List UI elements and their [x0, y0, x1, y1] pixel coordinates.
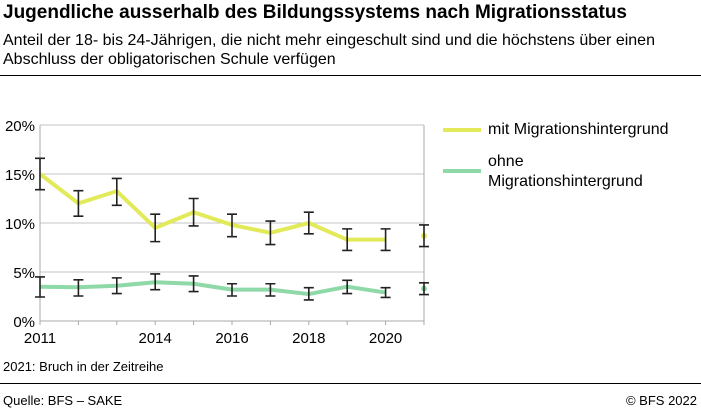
legend-swatch-mit: [443, 128, 481, 132]
error-bar: [419, 281, 429, 296]
error-bar: [419, 224, 429, 248]
source: Quelle: BFS – SAKE: [3, 393, 123, 408]
chart-subtitle: Anteil der 18- bis 24-Jährigen, die nich…: [3, 32, 655, 68]
error-bar: [188, 275, 199, 293]
error-bar: [35, 157, 45, 191]
x-tick-label: 2016: [215, 330, 248, 347]
chart-title: Jugendliche ausserhalb des Bildungssyste…: [3, 2, 628, 23]
error-bar: [342, 228, 353, 252]
series-line-0: [38, 172, 386, 242]
y-tick-label: 5%: [13, 265, 35, 282]
error-bar: [73, 189, 84, 217]
error-bar: [265, 282, 276, 297]
x-tick-label: 2011: [24, 330, 56, 347]
error-bar: [150, 213, 161, 243]
error-bar: [73, 279, 84, 297]
error-bar: [150, 273, 161, 291]
error-bar: [303, 211, 314, 235]
top-rule: [0, 75, 701, 76]
error-bar: [265, 220, 276, 246]
copyright: © BFS 2022: [625, 393, 697, 408]
legend-ohne: ohne Migrationshintergrund: [488, 153, 643, 190]
x-tick-label: 2018: [292, 330, 325, 347]
error-bar: [303, 286, 314, 301]
series-line-1: [39, 280, 386, 297]
error-bar: [227, 213, 237, 238]
y-tick-label: 0%: [13, 314, 35, 331]
error-bar: [111, 277, 122, 295]
error-bar: [188, 197, 199, 227]
y-tick-label: 15%: [5, 167, 35, 184]
x-tick-label: 2020: [369, 330, 402, 347]
error-bar: [35, 276, 45, 298]
error-bar: [227, 282, 237, 297]
x-tick-label: 2014: [139, 330, 172, 347]
legend-mit: mit Migrationshintergrund: [488, 121, 669, 138]
bottom-rule: [0, 383, 701, 384]
y-tick-label: 20%: [5, 118, 35, 135]
error-bar: [342, 279, 353, 295]
line-chart: 0% 5% 10% 15% 20% 2011 2014 2016 2018 2020: [5, 118, 429, 347]
footnote: 2021: Bruch in der Zeitreihe: [3, 359, 164, 374]
error-bar: [111, 177, 122, 207]
legend-swatch-ohne: [443, 169, 481, 173]
y-tick-label: 10%: [5, 216, 35, 233]
error-bar: [380, 228, 391, 252]
error-bar: [380, 286, 391, 299]
